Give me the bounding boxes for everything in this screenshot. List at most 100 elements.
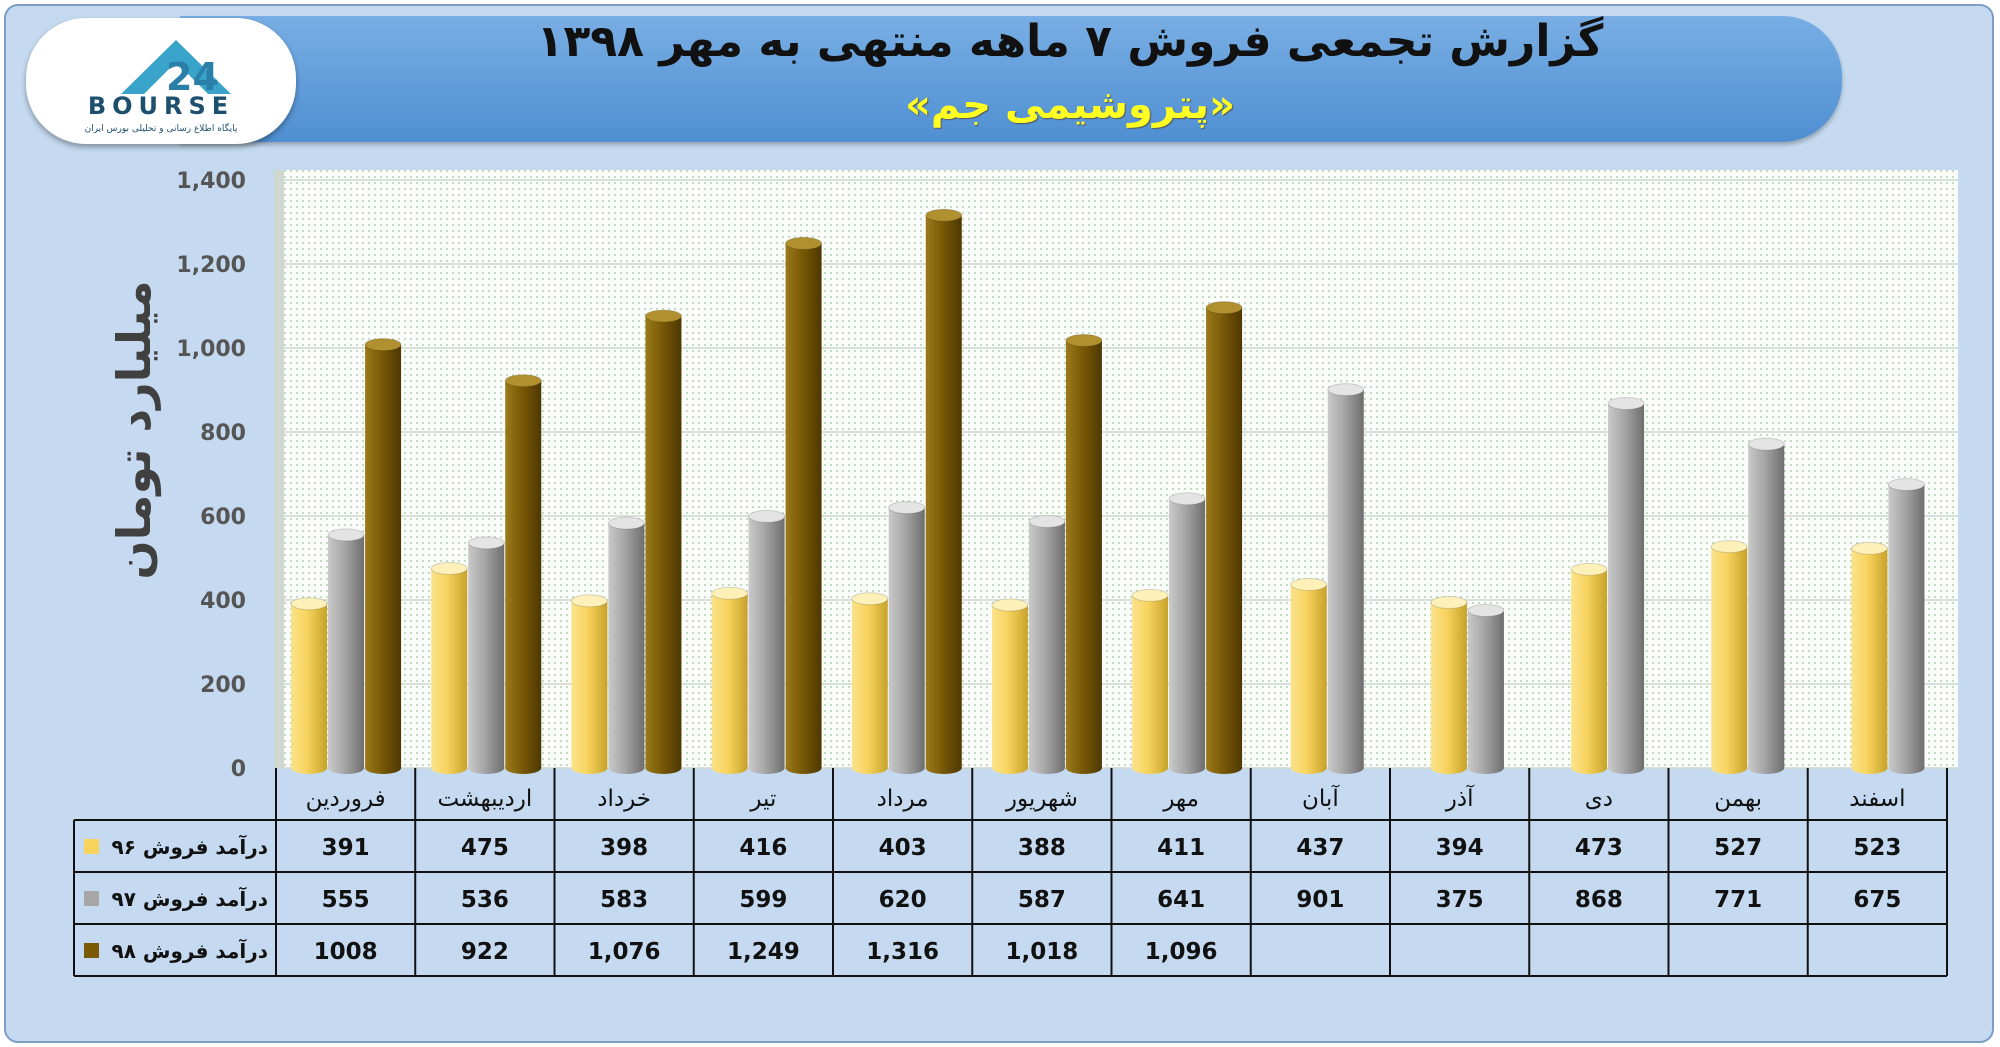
data-label: 599	[739, 887, 787, 913]
data-label: 473	[1575, 835, 1623, 861]
x-tick-label: خرداد	[597, 786, 651, 812]
plot-area	[284, 170, 1958, 768]
bar	[1710, 540, 1748, 774]
data-label: 1,249	[727, 939, 800, 965]
y-axis-label: میلیارد تومان	[107, 280, 161, 579]
bar	[851, 592, 889, 774]
bar	[1570, 562, 1608, 774]
chart-subtitle: «پتروشیمی جم»	[905, 82, 1235, 128]
data-label: 398	[600, 835, 648, 861]
bar	[327, 528, 365, 774]
x-tick-label: تیر	[749, 786, 776, 812]
bar	[1607, 396, 1645, 774]
data-label: 416	[739, 835, 787, 861]
bar	[925, 208, 963, 774]
y-tick-label: 200	[200, 673, 246, 698]
data-label: 1,076	[588, 939, 661, 965]
svg-text:24: 24	[166, 55, 219, 99]
chart-title: گزارش تجمعی فروش ۷ ماهه منتهی به مهر ۱۳۹…	[536, 16, 1604, 67]
bar	[1290, 577, 1328, 774]
title-banner	[180, 16, 1842, 142]
series-name: درآمد فروش ۹۶	[112, 834, 268, 859]
data-label: 523	[1853, 835, 1901, 861]
bar	[1887, 478, 1925, 774]
bar	[1327, 383, 1365, 774]
x-tick-label: مرداد	[877, 786, 929, 812]
y-tick-label: 400	[200, 589, 246, 614]
x-tick-label: بهمن	[1714, 786, 1762, 812]
bar	[1467, 604, 1505, 774]
bar	[290, 597, 328, 774]
data-label: 922	[461, 939, 509, 965]
data-label: 394	[1436, 835, 1484, 861]
bar	[1850, 541, 1888, 774]
data-label: 771	[1714, 887, 1762, 913]
bar	[1131, 588, 1169, 774]
data-label: 475	[461, 835, 509, 861]
series-name: درآمد فروش ۹۷	[112, 886, 268, 911]
data-label: 675	[1853, 887, 1901, 913]
data-label: 388	[1018, 835, 1066, 861]
x-tick-label: آذر	[1445, 784, 1475, 812]
bar	[991, 598, 1029, 774]
legend-key	[84, 891, 99, 906]
data-label: 1008	[314, 939, 378, 965]
logo-tagline: پایگاه اطلاع رسانی و تحلیلی بورس ایران	[84, 124, 238, 134]
y-tick-label: 800	[200, 421, 246, 446]
bar	[364, 338, 402, 774]
y-tick-label: 0	[231, 757, 246, 782]
bar	[1205, 301, 1243, 774]
bar	[467, 536, 505, 774]
data-label: 1,316	[866, 939, 939, 965]
data-label: 620	[879, 887, 927, 913]
data-label: 555	[322, 887, 370, 913]
data-label: 583	[600, 887, 648, 913]
data-label: 868	[1575, 887, 1623, 913]
bar	[785, 236, 823, 774]
bar	[607, 516, 645, 774]
data-label: 527	[1714, 835, 1762, 861]
data-label: 375	[1436, 887, 1484, 913]
x-tick-label: شهریور	[1005, 786, 1078, 812]
data-label: 1,018	[1005, 939, 1078, 965]
bar	[1065, 333, 1103, 774]
data-label: 391	[322, 835, 370, 861]
bar	[570, 594, 608, 774]
data-label: 901	[1296, 887, 1344, 913]
data-label: 437	[1296, 835, 1344, 861]
bar	[644, 309, 682, 774]
data-label: 587	[1018, 887, 1066, 913]
legend-key	[84, 839, 99, 854]
series-name: درآمد فروش ۹۸	[112, 938, 268, 963]
data-label: 411	[1157, 835, 1205, 861]
legend-key	[84, 943, 99, 958]
y-tick-label: 1,400	[176, 169, 246, 194]
data-label: 1,096	[1145, 939, 1218, 965]
data-label: 403	[879, 835, 927, 861]
plot-side-wall	[274, 170, 284, 768]
bar	[711, 586, 749, 774]
bourse24-logo: 24 BOURSE پایگاه اطلاع رسانی و تحلیلی بو…	[26, 18, 296, 144]
bar	[504, 374, 542, 774]
x-tick-label: مهر	[1162, 786, 1199, 812]
bar	[748, 509, 786, 774]
data-label: 536	[461, 887, 509, 913]
bar	[1430, 596, 1468, 774]
bourse24-logo-icon: 24	[121, 40, 231, 99]
data-label: 641	[1157, 887, 1205, 913]
x-tick-label: اسفند	[1849, 786, 1905, 812]
x-tick-label: فروردین	[306, 786, 386, 812]
x-tick-label: اردیبهشت	[437, 786, 532, 812]
bar	[1168, 492, 1206, 774]
logo-text: BOURSE	[87, 92, 235, 120]
x-tick-label: دی	[1585, 786, 1613, 812]
bar	[888, 501, 926, 774]
y-tick-label: 600	[200, 505, 246, 530]
bar	[1028, 514, 1066, 774]
bar	[430, 562, 468, 774]
y-tick-label: 1,000	[176, 337, 246, 362]
bar	[1747, 437, 1785, 774]
x-tick-label: آبان	[1302, 784, 1340, 812]
y-tick-label: 1,200	[176, 253, 246, 278]
